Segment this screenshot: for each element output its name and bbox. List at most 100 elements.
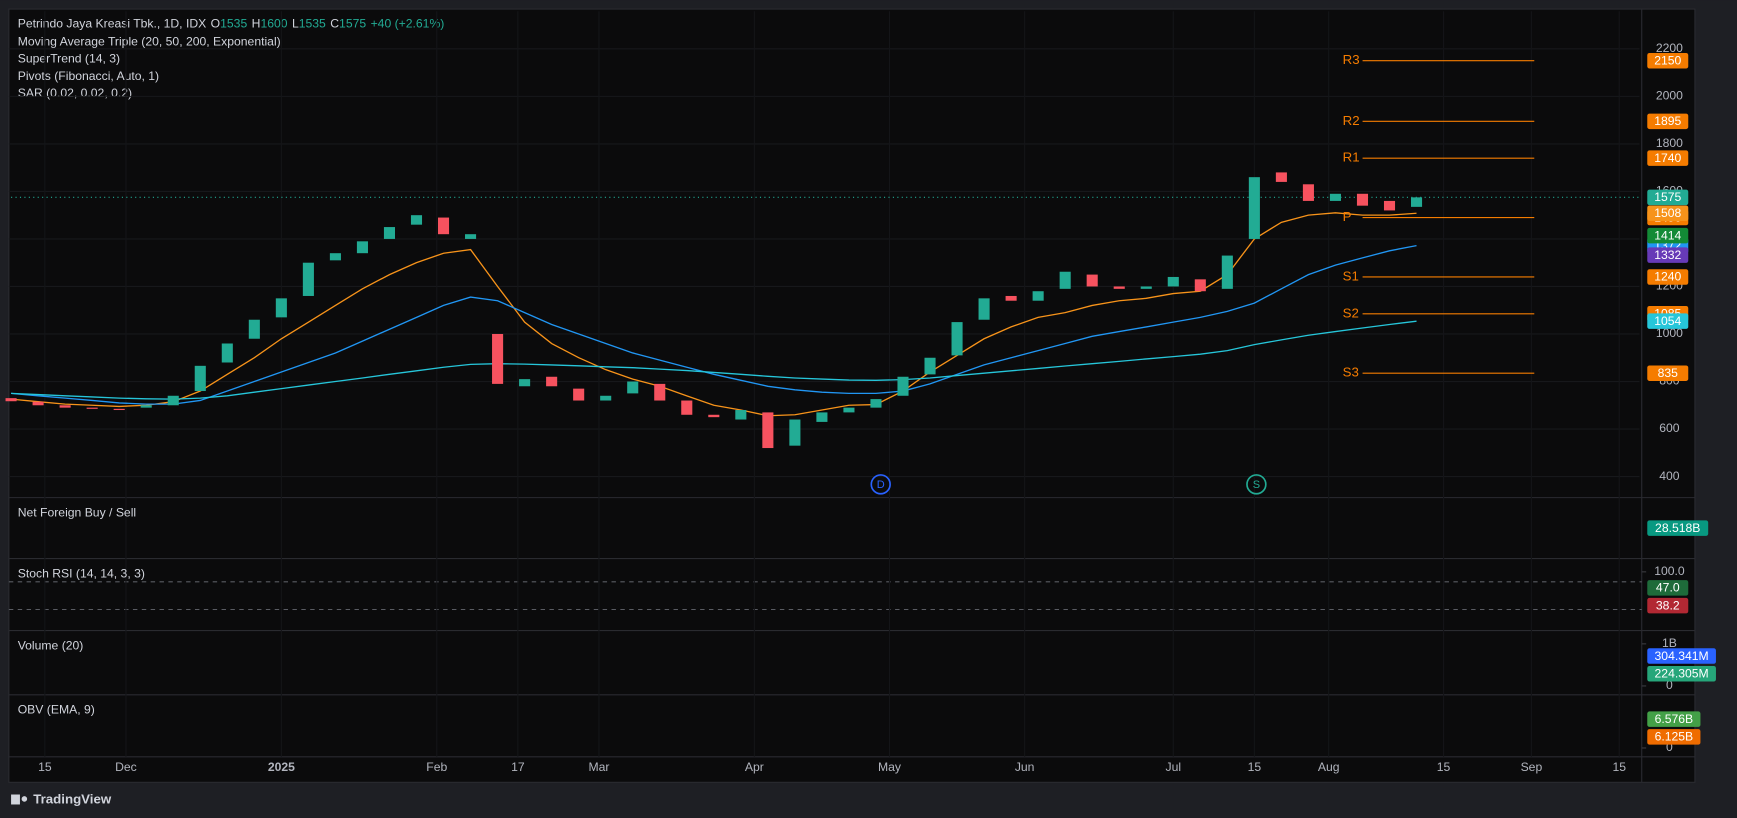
candle <box>789 419 801 446</box>
x-tick-label: Jun <box>1015 760 1035 774</box>
candle <box>1032 291 1044 301</box>
candle <box>221 343 233 363</box>
indicator-label: SuperTrend (14, 3) <box>18 52 120 66</box>
candle <box>140 405 152 408</box>
value-badge <box>1647 580 1689 596</box>
candle <box>1140 286 1152 289</box>
stoch-bands <box>8 581 1642 611</box>
y-tick-label: 100.0 <box>1654 564 1685 578</box>
candle <box>870 399 882 408</box>
legend-line: Petrindo Jaya Kreasi Tbk., 1D, IDX O1535 H… <box>18 17 445 31</box>
price-badge-label: 1740 <box>1654 151 1681 165</box>
indicator-label: SAR (0.02, 0.02, 0.2) <box>18 86 132 100</box>
logo <box>11 794 28 805</box>
candle <box>843 407 855 413</box>
logo-dot <box>21 796 28 802</box>
candle <box>302 262 314 296</box>
candle <box>924 357 936 375</box>
candle <box>1302 184 1314 201</box>
candle <box>1248 177 1260 239</box>
symbol-title: Petrindo Jaya Kreasi Tbk., 1D, IDX <box>18 17 207 31</box>
y-tick-label: 0 <box>1666 740 1673 754</box>
y-tick-label: 1800 <box>1656 136 1683 150</box>
pivot-label: P <box>1343 209 1352 224</box>
value-badge-label: 38.2 <box>1656 598 1680 612</box>
x-tick-label: Apr <box>745 760 764 774</box>
price-badge <box>1647 150 1689 166</box>
x-tick-label: Aug <box>1318 760 1340 774</box>
value-badge-label: 6.576B <box>1655 712 1694 726</box>
candle <box>708 414 720 418</box>
ohlc-label: O <box>211 17 220 31</box>
value-badge <box>1647 520 1709 536</box>
candle <box>1086 274 1098 287</box>
price-badge-label: 1054 <box>1654 314 1681 328</box>
pane-title: Net Foreign Buy / Sell <box>18 505 136 519</box>
indicator-label: Pivots (Fibonacci, Auto, 1) <box>18 69 159 83</box>
y-tick-label: 2200 <box>1656 41 1683 55</box>
event-marker <box>1246 474 1267 495</box>
y-tick-label: 400 <box>1659 469 1680 483</box>
price-badge <box>1647 113 1689 130</box>
value-badge <box>1647 648 1716 664</box>
pivot-label: S1 <box>1343 268 1359 283</box>
candle <box>437 217 450 235</box>
candle <box>167 395 179 406</box>
price-badge <box>1647 227 1689 244</box>
y-tick-label: 1000 <box>1656 326 1683 340</box>
event-marker <box>870 474 891 495</box>
candle <box>194 365 206 392</box>
candle <box>1113 286 1125 289</box>
indicator-label: Moving Average Triple (20, 50, 200, Expo… <box>18 35 281 49</box>
price-badge-label: 2150 <box>1654 54 1681 68</box>
value-badge <box>1647 597 1689 614</box>
candle <box>1194 279 1206 292</box>
price-badge <box>1647 313 1689 329</box>
x-tick-label: Dec <box>115 760 137 774</box>
value-badge <box>1647 729 1701 745</box>
ohlc-value: 1535 <box>220 17 247 31</box>
y-tick-label: 600 <box>1659 421 1680 435</box>
candle <box>546 376 558 387</box>
price-badge-label: 1895 <box>1654 114 1681 128</box>
price-badge-label: 1414 <box>1654 228 1681 242</box>
event-label: D <box>877 479 885 491</box>
moving-average <box>11 212 1417 417</box>
candle <box>897 376 909 396</box>
x-tick-label: Mar <box>588 760 609 774</box>
price-badge <box>1647 205 1689 222</box>
moving-average <box>11 244 1417 405</box>
candle <box>762 412 774 449</box>
chart-panel <box>8 8 1696 783</box>
candle <box>32 401 44 406</box>
logo-mark <box>11 794 20 805</box>
x-tick-label: 17 <box>511 760 525 774</box>
change: +40 (+2.61%) <box>371 17 445 31</box>
candle <box>410 215 423 225</box>
candle <box>627 381 639 394</box>
value-badge <box>1647 711 1701 727</box>
price-badge-label: 1575 <box>1654 190 1681 204</box>
pivot-label: R3 <box>1343 52 1360 67</box>
pane-title: Stoch RSI (14, 14, 3, 3) <box>18 566 145 580</box>
price-badge-label: 1508 <box>1654 206 1681 220</box>
candle <box>5 398 17 402</box>
candle <box>654 383 666 401</box>
price-badge <box>1647 269 1689 285</box>
candle <box>1329 193 1341 201</box>
ohlc-label: L <box>292 17 299 31</box>
value-badge-label: 224.305M <box>1655 667 1709 681</box>
candle <box>492 333 504 384</box>
price-badge <box>1647 189 1689 206</box>
candle <box>248 319 260 339</box>
candle <box>1167 276 1179 287</box>
x-tick-label: 15 <box>1248 760 1262 774</box>
candle <box>1059 271 1071 289</box>
value-badge-label: 6.125B <box>1655 730 1694 744</box>
ohlc-label: C <box>330 17 339 31</box>
event-label: S <box>1253 479 1260 491</box>
candle <box>356 241 368 254</box>
value-badge-label: 304.341M <box>1655 649 1709 663</box>
